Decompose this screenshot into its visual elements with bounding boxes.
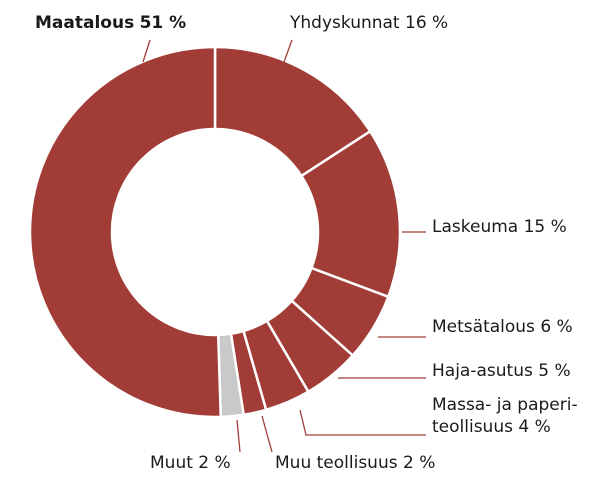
label-category: Yhdyskunnat (289, 13, 400, 33)
slice-label: Muu teollisuus 2 % (275, 453, 435, 473)
leader-line (299, 409, 426, 436)
donut-slice (28, 45, 223, 419)
label-value: 2 % (198, 453, 230, 473)
leader-line (261, 415, 273, 453)
slice-label: Metsätalous 6 % (432, 317, 573, 337)
slice-label: Haja-asutus 5 % (432, 361, 571, 381)
label-category: Muu teollisuus (275, 453, 398, 473)
label-value: 5 % (538, 361, 570, 381)
slice-label: Muut 2 % (150, 453, 231, 473)
label-category: Laskeuma (432, 217, 518, 237)
label-value: 15 % (524, 217, 567, 237)
leader-line (236, 419, 241, 453)
slice-label: Yhdyskunnat 16 % (289, 13, 448, 33)
label-category: Muut (150, 453, 193, 473)
label-category: Maatalous (35, 13, 134, 33)
leader-line (283, 39, 293, 63)
slice-label: Maatalous 51 % (35, 13, 186, 33)
label-category: Metsätalous (432, 317, 535, 337)
slice-label: Massa- ja paperi-teollisuus 4 % (432, 395, 578, 437)
label-value: 51 % (140, 13, 187, 33)
slice-label: Laskeuma 15 % (432, 217, 567, 237)
label-category: Haja-asutus (432, 361, 533, 381)
label-value: 6 % (540, 317, 572, 337)
label-line: teollisuus (432, 417, 513, 437)
label-line: Massa- ja paperi- (432, 395, 578, 415)
leader-line (142, 39, 151, 63)
label-value: 16 % (405, 13, 448, 33)
label-value: 2 % (403, 453, 435, 473)
label-value: 4 % (518, 417, 550, 437)
